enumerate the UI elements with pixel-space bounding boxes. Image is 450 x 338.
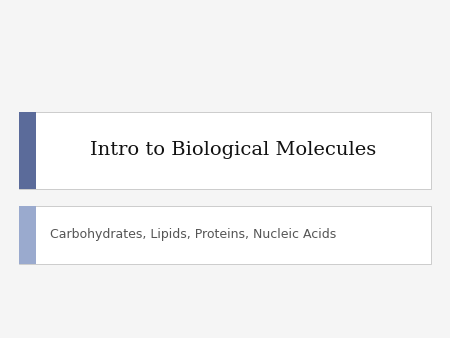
FancyBboxPatch shape xyxy=(19,112,431,189)
Bar xyxy=(19,112,36,189)
Text: Carbohydrates, Lipids, Proteins, Nucleic Acids: Carbohydrates, Lipids, Proteins, Nucleic… xyxy=(50,228,336,241)
Bar xyxy=(19,206,36,264)
FancyBboxPatch shape xyxy=(19,206,431,264)
Text: Intro to Biological Molecules: Intro to Biological Molecules xyxy=(90,141,377,160)
